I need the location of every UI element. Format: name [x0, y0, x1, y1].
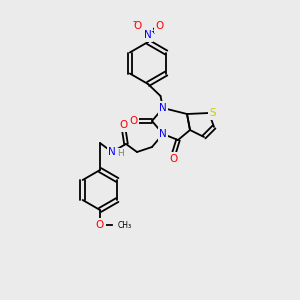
Text: -: -: [132, 16, 136, 26]
Text: O: O: [129, 116, 137, 126]
Text: N: N: [159, 103, 167, 113]
Text: O: O: [120, 120, 128, 130]
Text: S: S: [210, 108, 216, 118]
Text: H: H: [118, 149, 124, 158]
Text: O: O: [96, 220, 104, 230]
Text: O: O: [134, 21, 142, 31]
Text: CH₃: CH₃: [118, 220, 132, 230]
Text: O: O: [170, 154, 178, 164]
Text: O: O: [156, 21, 164, 31]
Text: N: N: [144, 30, 152, 40]
Text: N: N: [108, 147, 116, 157]
Text: N: N: [159, 129, 167, 139]
Text: +: +: [150, 26, 156, 35]
